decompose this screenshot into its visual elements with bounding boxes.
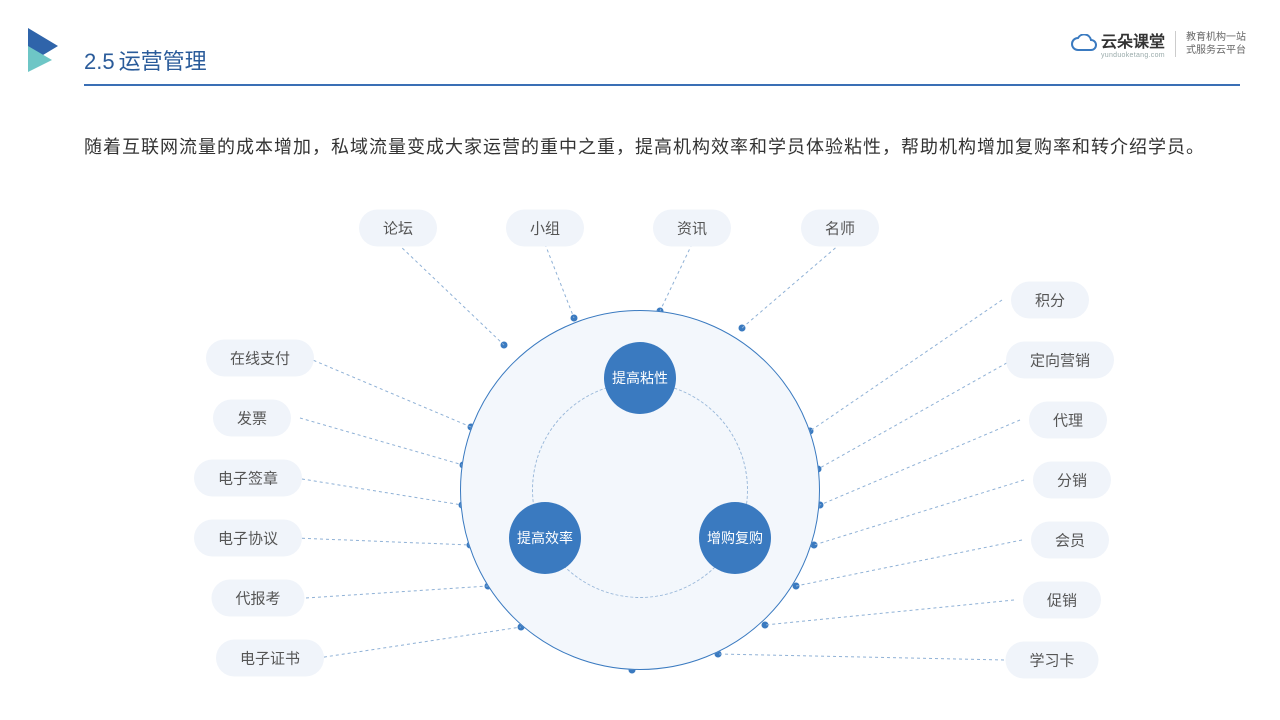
pill-member: 会员 — [1031, 522, 1109, 559]
title-underline — [84, 84, 1240, 86]
pill-agent: 代理 — [1029, 402, 1107, 439]
section-number: 2.5 — [84, 49, 115, 75]
pill-news: 资讯 — [653, 210, 731, 247]
pill-pay: 在线支付 — [206, 340, 314, 377]
pill-sign: 电子签章 — [194, 460, 302, 497]
hub-repurchase: 增购复购 — [699, 502, 771, 574]
corner-decoration-icon — [28, 28, 66, 77]
pill-forum: 论坛 — [359, 210, 437, 247]
pill-points: 积分 — [1011, 282, 1089, 319]
pill-exam: 代报考 — [211, 580, 304, 617]
pill-promo: 促销 — [1023, 582, 1101, 619]
hub-efficiency: 提高效率 — [509, 502, 581, 574]
pill-market: 定向营销 — [1006, 342, 1114, 379]
pill-card: 学习卡 — [1005, 642, 1098, 679]
section-header: 2.5 运营管理 — [84, 44, 1240, 86]
pill-teacher: 名师 — [801, 210, 879, 247]
operations-diagram: 提高粘性提高效率 增购复购 论坛 小组 资讯 名师在线支付发票电子签章电子协议代报考电子证… — [0, 200, 1280, 720]
pill-cert: 电子证书 — [216, 640, 324, 677]
pill-group: 小组 — [506, 210, 584, 247]
section-description: 随着互联网流量的成本增加，私域流量变成大家运营的重中之重，提高机构效率和学员体验… — [84, 130, 1220, 164]
hub-stickiness: 提高粘性 — [604, 342, 676, 414]
pill-invoice: 发票 — [213, 400, 291, 437]
section-title: 运营管理 — [119, 44, 207, 76]
pill-dist: 分销 — [1033, 462, 1111, 499]
pill-agree: 电子协议 — [194, 520, 302, 557]
